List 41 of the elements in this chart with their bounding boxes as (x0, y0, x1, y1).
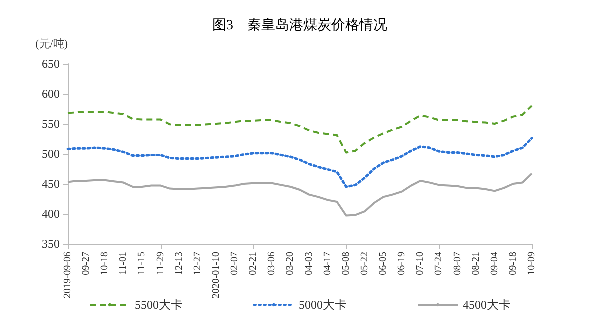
x-tick-label: 11-15 (136, 252, 148, 275)
x-tick-label: 05-08 (340, 252, 352, 276)
legend-label: 5500大卡 (135, 298, 183, 312)
y-axis-title: (元/吨) (36, 38, 68, 50)
x-tick-label: 12-13 (174, 252, 185, 276)
y-tick-label: 450 (42, 177, 60, 191)
x-tick-label: 04-03 (304, 252, 315, 276)
x-tick-label: 12-27 (192, 252, 204, 276)
x-tick-label: 09-04 (489, 252, 500, 276)
y-tick-label: 550 (42, 117, 60, 131)
x-tick-label: 09-18 (508, 252, 519, 276)
x-tick-label: 04-17 (322, 252, 334, 276)
x-tick-label: 08-07 (452, 252, 464, 276)
x-tick-label: 2019-09-06 (62, 252, 74, 299)
y-tick-label: 500 (42, 147, 60, 161)
y-tick-label: 600 (42, 87, 60, 101)
line-series (67, 172, 533, 217)
x-tick-label: 06-19 (396, 252, 408, 276)
x-tick-label: 08-21 (470, 252, 482, 276)
x-tick-label: 11-01 (118, 252, 130, 275)
x-tick-label: 11-29 (155, 252, 166, 275)
x-tick-label: 03-06 (266, 252, 278, 276)
line-series (66, 137, 534, 188)
y-tick-label: 350 (42, 237, 60, 251)
x-tick-label: 09-27 (81, 252, 92, 276)
y-tick-label: 400 (42, 207, 60, 221)
x-tick-label: 2020-01-10 (210, 252, 222, 299)
x-tick-label: 05-22 (359, 252, 370, 276)
chart-title: 图3 秦皇岛港煤炭价格情况 (212, 18, 388, 34)
legend-label: 4500大卡 (463, 298, 511, 312)
x-tick-label: 02-21 (248, 252, 260, 276)
x-tick-label: 02-07 (230, 252, 241, 276)
x-tick-label: 07-24 (434, 252, 445, 276)
legend-label: 5000大卡 (299, 298, 347, 312)
x-tick-label: 06-05 (378, 252, 390, 276)
x-tick-label: 03-20 (285, 252, 296, 276)
x-tick-label: 10-09 (526, 252, 538, 276)
x-tick-label: 10-18 (100, 252, 111, 276)
x-tick-label: 07-10 (415, 252, 426, 276)
line-series (67, 105, 533, 154)
y-tick-label: 650 (42, 57, 60, 71)
